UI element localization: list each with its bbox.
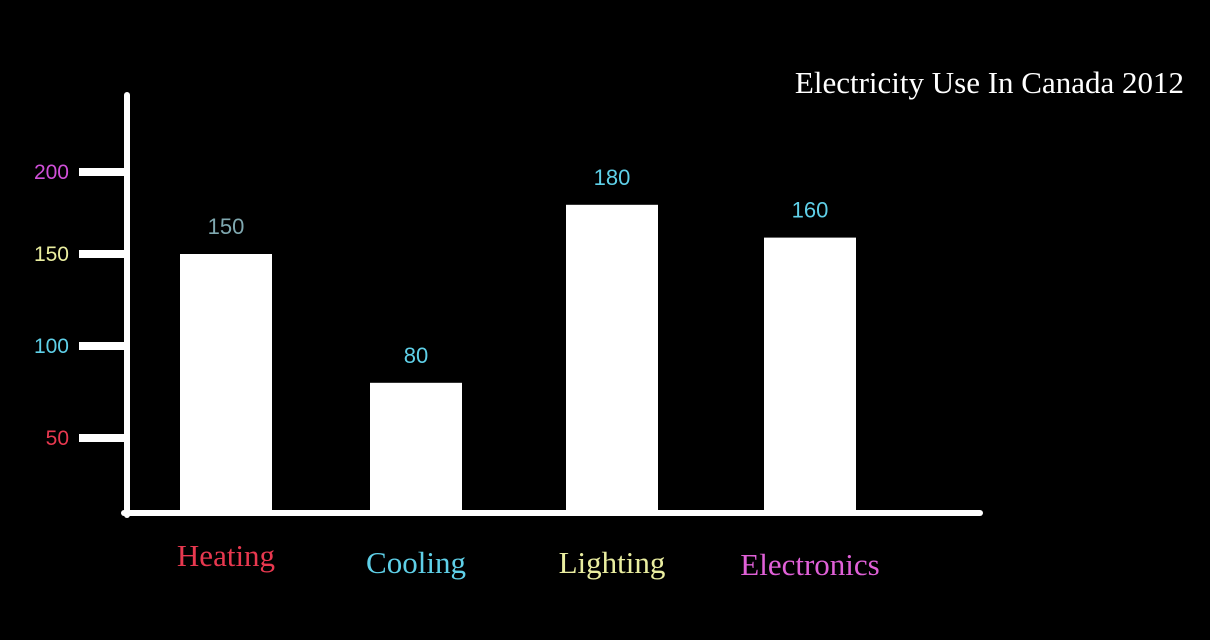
value-label-heating: 150 — [208, 214, 245, 239]
bar-lighting — [566, 204, 658, 511]
chart-title: Electricity Use In Canada 2012 — [795, 65, 1184, 100]
category-label-electronics: Electronics — [740, 547, 879, 582]
bar-cooling — [370, 382, 462, 510]
value-label-cooling: 80 — [404, 343, 428, 368]
y-tick-label-150: 150 — [34, 243, 69, 266]
value-label-lighting: 180 — [594, 165, 631, 190]
category-label-lighting: Lighting — [559, 545, 666, 580]
bar-heating — [180, 254, 272, 510]
y-tick-label-200: 200 — [34, 161, 69, 184]
bars — [180, 204, 856, 511]
category-label-heating: Heating — [177, 538, 275, 573]
category-label-cooling: Cooling — [366, 545, 466, 580]
y-axis-ticks: 50 100 150 200 — [34, 161, 127, 450]
y-tick-label-100: 100 — [34, 335, 69, 358]
bar-electronics — [764, 237, 856, 510]
category-labels: Heating Cooling Lighting Electronics — [177, 538, 880, 582]
value-labels: 150 80 180 160 — [208, 165, 829, 368]
value-label-electronics: 160 — [792, 198, 829, 223]
y-tick-label-50: 50 — [46, 427, 69, 450]
